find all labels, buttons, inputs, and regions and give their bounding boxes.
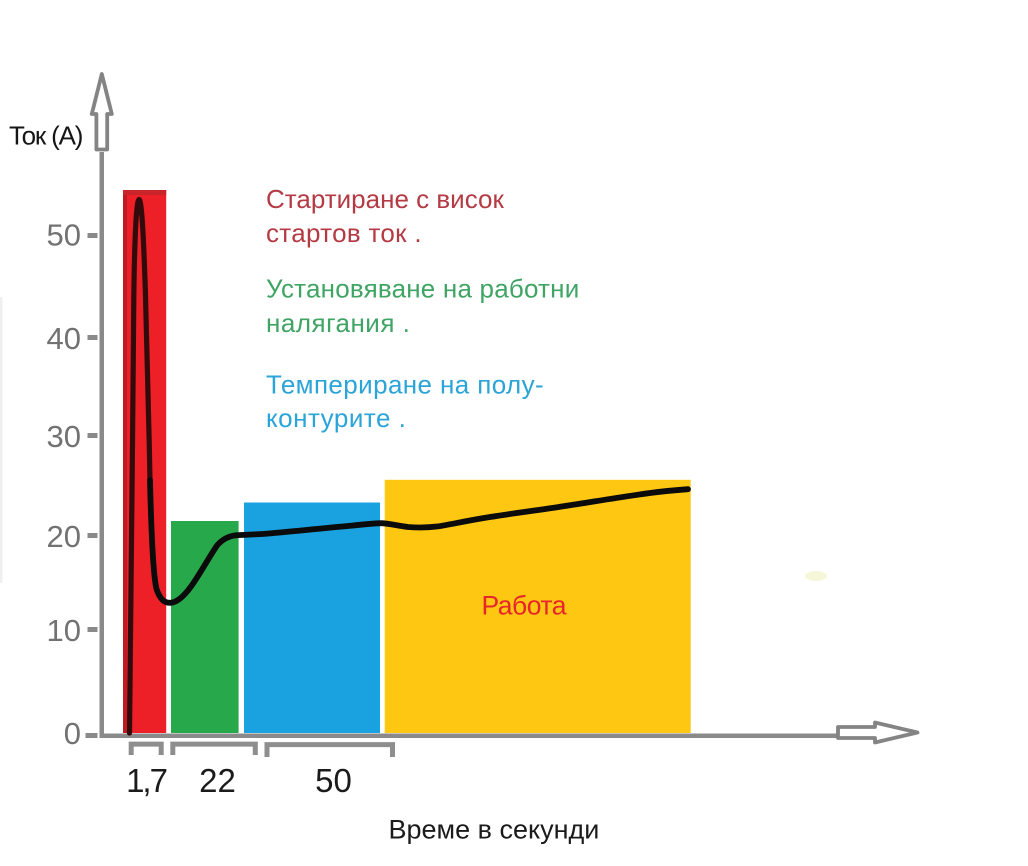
svg-text:Ток (А): Ток (А)	[9, 121, 83, 151]
svg-text:50: 50	[315, 762, 352, 799]
svg-text:22: 22	[199, 762, 236, 799]
svg-text:Темпериране на полу-: Темпериране на полу-	[266, 370, 544, 400]
svg-text:Работа: Работа	[482, 591, 567, 621]
svg-text:контурите .: контурите .	[266, 403, 406, 433]
svg-text:стартов ток .: стартов ток .	[266, 218, 422, 248]
svg-text:10: 10	[47, 613, 81, 648]
svg-text:30: 30	[47, 419, 81, 454]
svg-text:40: 40	[47, 321, 81, 356]
svg-text:Установяване на работни: Установяване на работни	[266, 274, 579, 304]
svg-text:0: 0	[64, 716, 81, 751]
svg-text:Време в секунди: Време в секунди	[389, 815, 600, 845]
svg-text:50: 50	[47, 218, 81, 253]
svg-text:налягания .: налягания .	[266, 308, 410, 338]
svg-text:1,7: 1,7	[126, 762, 167, 799]
svg-text:Стартиране с висок: Стартиране с висок	[266, 184, 504, 214]
svg-text:20: 20	[47, 519, 81, 554]
